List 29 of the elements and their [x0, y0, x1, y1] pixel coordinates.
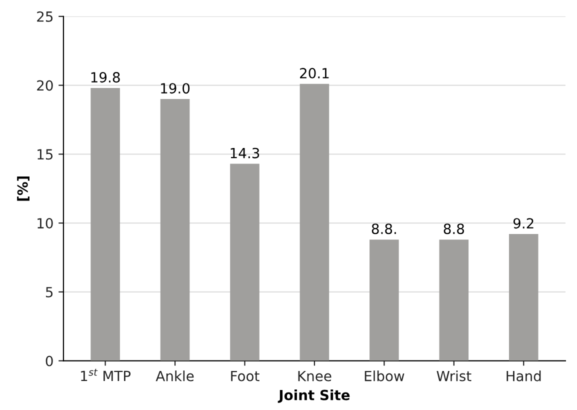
data-label: 14.3	[230, 148, 260, 158]
y-tick-label: 5	[46, 287, 53, 298]
data-label: 19.8	[91, 72, 120, 83]
bar	[230, 164, 260, 361]
x-tick-label: Foot	[231, 370, 260, 382]
x-tick-label: Wrist	[436, 370, 472, 382]
bar	[300, 84, 330, 361]
x-tick-label: Hand	[506, 370, 541, 382]
y-tick-label: 15	[38, 149, 53, 160]
bar	[439, 240, 469, 361]
bar	[90, 88, 120, 361]
x-tick-label: 1$^{st}$ MTP	[81, 368, 131, 381]
x-tick-label: Elbow	[364, 370, 404, 382]
data-label: 20.1	[300, 68, 329, 78]
y-tick-label: 25	[37, 11, 53, 22]
bar	[160, 99, 190, 361]
x-axis-title: Joint Site	[278, 390, 350, 403]
data-label: 9.2	[513, 218, 534, 229]
y-tick-label: 20	[37, 80, 53, 91]
x-tick-label: Knee	[298, 370, 332, 382]
y-tick-label: 10	[38, 218, 53, 229]
x-tick-label: Ankle	[156, 370, 194, 382]
bar	[370, 240, 399, 361]
data-label: 19.0	[161, 83, 190, 94]
y-axis-title: [%]	[17, 176, 30, 201]
bar	[508, 234, 538, 361]
data-label: 8.8.	[372, 224, 396, 234]
data-label: 8.8	[444, 224, 464, 234]
y-tick-label: 0	[46, 356, 53, 366]
